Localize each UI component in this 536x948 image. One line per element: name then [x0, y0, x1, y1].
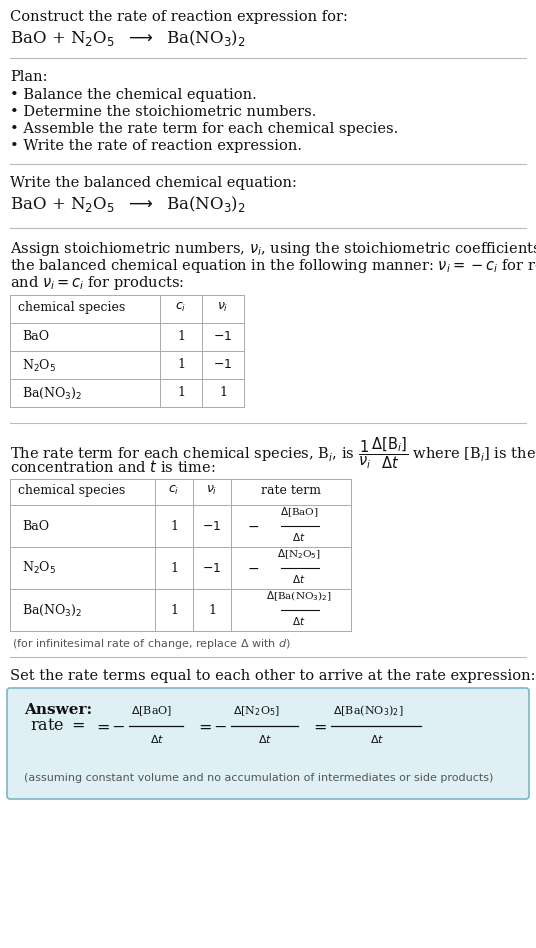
- Text: $c_i$: $c_i$: [168, 484, 180, 497]
- Text: (assuming constant volume and no accumulation of intermediates or side products): (assuming constant volume and no accumul…: [24, 773, 493, 783]
- Text: 1: 1: [177, 386, 185, 399]
- Text: $\Delta$[N$_2$O$_5$]: $\Delta$[N$_2$O$_5$]: [277, 547, 321, 561]
- Text: BaO + N$_2$O$_5$  $\longrightarrow$  Ba(NO$_3$)$_2$: BaO + N$_2$O$_5$ $\longrightarrow$ Ba(NO…: [10, 28, 246, 48]
- Text: BaO: BaO: [22, 330, 49, 343]
- Text: Plan:: Plan:: [10, 70, 48, 84]
- FancyBboxPatch shape: [7, 688, 529, 799]
- Text: $-$: $-$: [213, 718, 227, 735]
- Text: chemical species: chemical species: [18, 301, 125, 314]
- Text: • Write the rate of reaction expression.: • Write the rate of reaction expression.: [10, 139, 302, 153]
- Text: $-$: $-$: [247, 519, 259, 533]
- Text: • Balance the chemical equation.: • Balance the chemical equation.: [10, 88, 257, 102]
- Text: Assign stoichiometric numbers, $\nu_i$, using the stoichiometric coefficients, $: Assign stoichiometric numbers, $\nu_i$, …: [10, 240, 536, 258]
- Text: BaO: BaO: [22, 520, 49, 533]
- Text: $c_i$: $c_i$: [175, 301, 187, 314]
- Text: rate $=$: rate $=$: [30, 718, 85, 735]
- Text: Ba(NO$_3$)$_2$: Ba(NO$_3$)$_2$: [22, 386, 83, 401]
- Text: the balanced chemical equation in the following manner: $\nu_i = -c_i$ for react: the balanced chemical equation in the fo…: [10, 257, 536, 275]
- Text: 1: 1: [177, 330, 185, 343]
- Text: • Assemble the rate term for each chemical species.: • Assemble the rate term for each chemic…: [10, 122, 398, 136]
- Text: Set the rate terms equal to each other to arrive at the rate expression:: Set the rate terms equal to each other t…: [10, 669, 535, 683]
- Text: $\Delta t$: $\Delta t$: [150, 733, 164, 745]
- Text: $\Delta t$: $\Delta t$: [292, 531, 306, 543]
- Text: $\Delta$[N$_2$O$_5$]: $\Delta$[N$_2$O$_5$]: [233, 704, 280, 718]
- Text: The rate term for each chemical species, B$_i$, is $\dfrac{1}{\nu_i}\dfrac{\Delt: The rate term for each chemical species,…: [10, 435, 536, 470]
- Text: $-$: $-$: [247, 561, 259, 575]
- Text: Construct the rate of reaction expression for:: Construct the rate of reaction expressio…: [10, 10, 348, 24]
- Text: $=$: $=$: [195, 718, 212, 735]
- Text: • Determine the stoichiometric numbers.: • Determine the stoichiometric numbers.: [10, 105, 316, 119]
- Text: Ba(NO$_3$)$_2$: Ba(NO$_3$)$_2$: [22, 602, 83, 617]
- Text: and $\nu_i = c_i$ for products:: and $\nu_i = c_i$ for products:: [10, 274, 184, 292]
- Text: $\Delta t$: $\Delta t$: [292, 573, 306, 585]
- Text: $-1$: $-1$: [203, 520, 221, 533]
- Text: 1: 1: [170, 604, 178, 616]
- Text: N$_2$O$_5$: N$_2$O$_5$: [22, 560, 56, 576]
- Text: 1: 1: [208, 604, 216, 616]
- Text: $\Delta t$: $\Delta t$: [258, 733, 273, 745]
- Text: $\Delta t$: $\Delta t$: [292, 615, 306, 627]
- Text: $\nu_i$: $\nu_i$: [217, 301, 229, 314]
- Text: 1: 1: [170, 561, 178, 574]
- Text: $=$: $=$: [93, 718, 110, 735]
- Text: BaO + N$_2$O$_5$  $\longrightarrow$  Ba(NO$_3$)$_2$: BaO + N$_2$O$_5$ $\longrightarrow$ Ba(NO…: [10, 194, 246, 214]
- Text: (for infinitesimal rate of change, replace Δ with $d$): (for infinitesimal rate of change, repla…: [12, 637, 291, 651]
- Text: rate term: rate term: [261, 484, 321, 497]
- Text: $\Delta$[Ba(NO$_3$)$_2$]: $\Delta$[Ba(NO$_3$)$_2$]: [333, 703, 404, 718]
- Text: $\Delta$[Ba(NO$_3$)$_2$]: $\Delta$[Ba(NO$_3$)$_2$]: [266, 590, 332, 603]
- Text: $-1$: $-1$: [203, 561, 221, 574]
- Text: $\Delta$[BaO]: $\Delta$[BaO]: [131, 704, 172, 718]
- Text: $-$: $-$: [111, 718, 125, 735]
- Text: $\Delta$[BaO]: $\Delta$[BaO]: [280, 505, 318, 519]
- Text: concentration and $t$ is time:: concentration and $t$ is time:: [10, 459, 215, 475]
- Text: $\nu_i$: $\nu_i$: [206, 484, 218, 497]
- Text: Answer:: Answer:: [24, 703, 92, 717]
- Text: $-1$: $-1$: [213, 358, 233, 371]
- Text: chemical species: chemical species: [18, 484, 125, 497]
- Text: $=$: $=$: [310, 718, 327, 735]
- Text: 1: 1: [177, 358, 185, 371]
- Text: 1: 1: [219, 386, 227, 399]
- Text: $\Delta t$: $\Delta t$: [370, 733, 384, 745]
- Text: N$_2$O$_5$: N$_2$O$_5$: [22, 358, 56, 374]
- Text: $-1$: $-1$: [213, 330, 233, 343]
- Text: Write the balanced chemical equation:: Write the balanced chemical equation:: [10, 176, 297, 190]
- Text: 1: 1: [170, 520, 178, 533]
